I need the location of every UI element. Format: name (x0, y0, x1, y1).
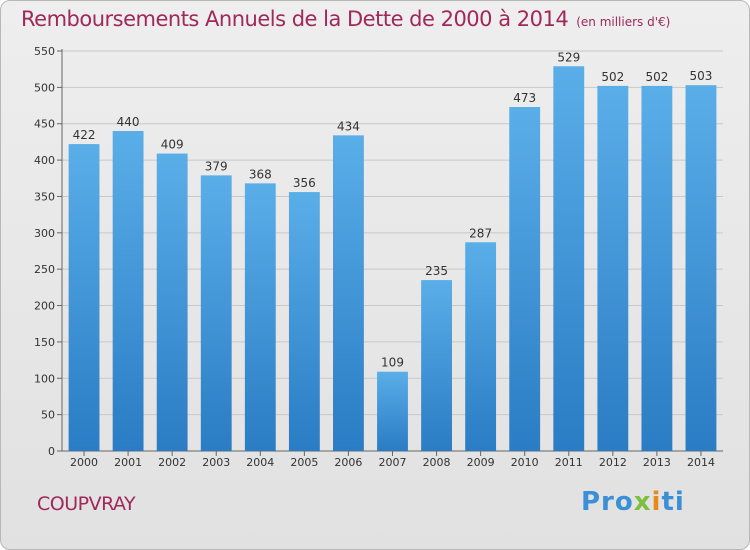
proxiti-logo: Proxiti (581, 487, 685, 517)
bar-value-label: 434 (337, 119, 360, 133)
x-tick-label: 2004 (246, 456, 274, 469)
bar-value-label: 502 (601, 70, 624, 84)
bar (333, 135, 364, 451)
x-tick-label: 2010 (511, 456, 539, 469)
x-tick-label: 2003 (202, 456, 230, 469)
bar-value-label: 356 (293, 176, 316, 190)
bar-value-label: 502 (645, 70, 668, 84)
x-tick-label: 2000 (70, 456, 98, 469)
bar-value-label: 422 (73, 128, 96, 142)
bar (112, 131, 144, 451)
y-tick-label: 0 (48, 445, 55, 458)
y-tick-label: 450 (34, 118, 55, 131)
y-tick-label: 350 (34, 190, 55, 203)
bar (509, 107, 541, 451)
bar-value-label: 235 (425, 264, 448, 278)
town-name: COUPVRAY (37, 493, 136, 515)
chart-title-main: Remboursements Annuels de la Dette de 20… (21, 7, 569, 31)
bar-value-label: 440 (117, 115, 140, 129)
bar-value-label: 287 (469, 226, 492, 240)
x-tick-label: 2002 (158, 456, 186, 469)
y-tick-label: 300 (34, 227, 55, 240)
x-tick-label: 2001 (114, 456, 142, 469)
bar (465, 242, 497, 451)
bar-value-label: 529 (557, 50, 580, 64)
bar-value-label: 109 (381, 356, 404, 370)
x-tick-label: 2005 (290, 456, 318, 469)
y-tick-label: 150 (34, 336, 55, 349)
bar (685, 85, 717, 451)
bar-value-label: 368 (249, 167, 272, 181)
chart-title-unit: (en milliers d'€) (576, 15, 671, 29)
x-tick-label: 2014 (687, 456, 715, 469)
x-tick-label: 2011 (555, 456, 583, 469)
y-tick-label: 500 (34, 81, 55, 94)
x-tick-label: 2012 (599, 456, 627, 469)
bar (68, 144, 100, 451)
y-tick-label: 200 (34, 300, 55, 313)
bar (377, 371, 408, 451)
bar-value-label: 473 (513, 91, 536, 105)
bar (200, 175, 232, 451)
bar-value-label: 409 (161, 138, 184, 152)
bar (553, 66, 585, 451)
bar-value-label: 379 (205, 159, 228, 173)
y-tick-label: 550 (34, 45, 55, 58)
x-tick-label: 2006 (334, 456, 362, 469)
x-tick-label: 2013 (643, 456, 671, 469)
bar (156, 153, 188, 451)
chart-title: Remboursements Annuels de la Dette de 20… (21, 7, 670, 31)
y-tick-label: 250 (34, 263, 55, 276)
bar (244, 183, 276, 451)
y-tick-label: 50 (41, 409, 55, 422)
bar (641, 85, 673, 451)
y-tick-label: 400 (34, 154, 55, 167)
bar-value-label: 503 (690, 69, 713, 83)
x-tick-label: 2009 (467, 456, 495, 469)
x-tick-label: 2007 (379, 456, 407, 469)
bar (597, 85, 629, 451)
bar (421, 280, 452, 451)
x-tick-label: 2008 (423, 456, 451, 469)
y-tick-label: 100 (34, 372, 55, 385)
bar (288, 192, 320, 451)
